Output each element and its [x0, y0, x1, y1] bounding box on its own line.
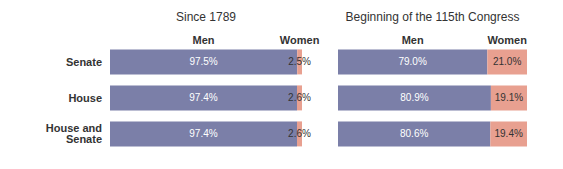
svg-text:80.9%: 80.9% — [400, 92, 428, 103]
svg-text:19.4%: 19.4% — [494, 128, 522, 139]
svg-text:97.5%: 97.5% — [189, 56, 217, 67]
svg-text:2.6%: 2.6% — [288, 92, 311, 103]
svg-text:97.4%: 97.4% — [189, 128, 217, 139]
svg-text:Men: Men — [193, 34, 215, 46]
svg-text:97.4%: 97.4% — [189, 92, 217, 103]
svg-text:80.6%: 80.6% — [400, 128, 428, 139]
svg-text:2.6%: 2.6% — [288, 128, 311, 139]
html-text:Since 1789: Since 1789 — [176, 10, 236, 24]
svg-text:79.0%: 79.0% — [398, 56, 426, 67]
svg-text:19.1%: 19.1% — [495, 92, 523, 103]
html-text:Beginning of the 115th Congres: Beginning of the 115th Congress — [345, 10, 520, 24]
svg-text:Senate: Senate — [66, 56, 102, 68]
svg-text:Women: Women — [487, 34, 527, 46]
svg-text:21.0%: 21.0% — [493, 56, 521, 67]
svg-text:House: House — [68, 92, 102, 104]
svg-text:Women: Women — [280, 34, 320, 46]
svg-text:2.5%: 2.5% — [288, 56, 311, 67]
svg-text:House andSenate: House andSenate — [46, 122, 102, 145]
svg-text:Men: Men — [402, 34, 424, 46]
